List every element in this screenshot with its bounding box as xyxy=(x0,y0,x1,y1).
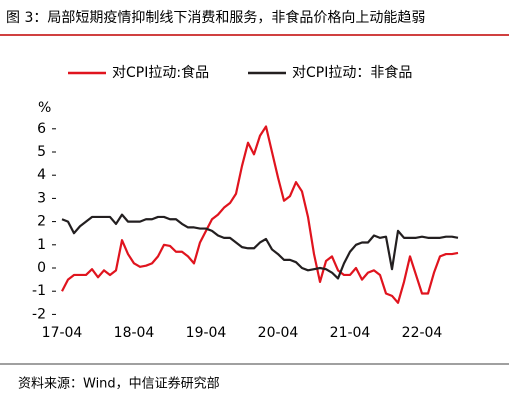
legend-label: 对CPI拉动：非食品 xyxy=(292,64,412,81)
x-tick-label: 20-04 xyxy=(258,325,299,341)
source: 资料来源：Wind，中信证券研究部 xyxy=(18,376,220,392)
chart-title: 图 3：局部短期疫情抑制线下消费和服务，非食品价格向上动能趋弱 xyxy=(6,9,425,26)
y-tick-label: 5 xyxy=(37,144,46,160)
y-tick-label: -2 xyxy=(32,306,46,322)
y-tick-label: 4 xyxy=(37,167,46,183)
y-tick-label: 6 xyxy=(37,121,46,137)
y-tick-label: 0 xyxy=(37,260,46,276)
y-tick-label: 3 xyxy=(37,190,46,206)
y-tick-label: 2 xyxy=(37,214,46,230)
y-tick-label: -1 xyxy=(32,283,46,299)
x-tick-label: 17-04 xyxy=(42,325,83,341)
y-tick-label: 1 xyxy=(37,237,46,253)
line-series xyxy=(61,125,459,304)
x-tick-label: 18-04 xyxy=(114,325,155,341)
line-series xyxy=(61,213,459,280)
legend-label: 对CPI拉动:食品 xyxy=(112,64,209,81)
y-unit: % xyxy=(38,100,51,116)
x-tick-label: 19-04 xyxy=(186,325,227,341)
x-tick-label: 21-04 xyxy=(330,325,371,341)
x-tick-label: 22-04 xyxy=(402,325,443,341)
